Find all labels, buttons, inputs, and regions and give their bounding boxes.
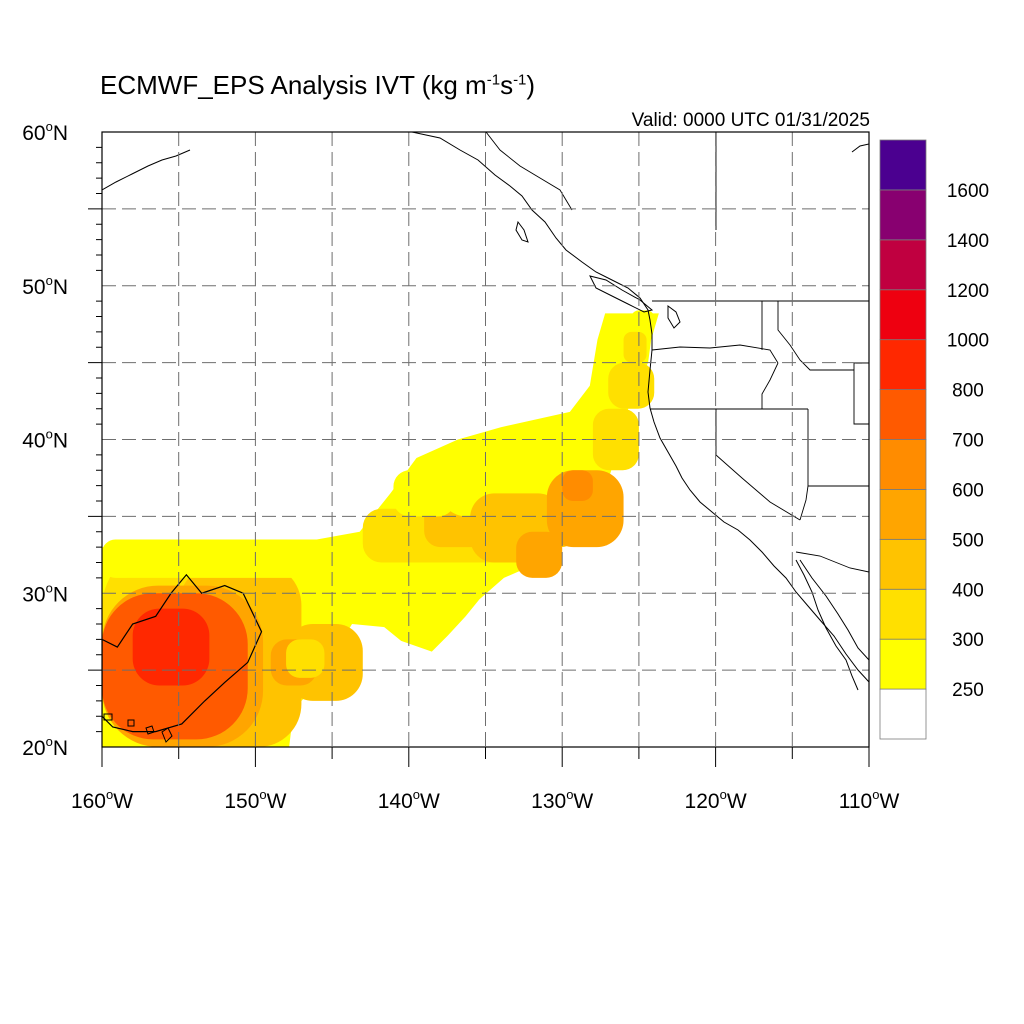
y-tick-label: 30oN bbox=[22, 580, 68, 606]
x-tick-label: 130oW bbox=[531, 787, 593, 813]
title-superscript-1: -1 bbox=[486, 71, 501, 89]
political-borders bbox=[485, 132, 869, 573]
us-mexico-border bbox=[795, 551, 869, 573]
colorbar-label: 1000 bbox=[947, 331, 989, 352]
ivt-cell bbox=[286, 639, 325, 678]
colorbar-label: 600 bbox=[952, 480, 984, 501]
x-tick-label: 110oW bbox=[839, 787, 900, 813]
maui bbox=[145, 725, 155, 735]
oregon-idaho-border bbox=[761, 362, 779, 409]
ivt-cell bbox=[132, 608, 210, 686]
ivt-cell bbox=[393, 470, 455, 517]
axis-labels: 160oW 150oW 140oW 130oW 120oW 110oW 20oN 30oN 40… bbox=[22, 119, 899, 813]
title-text: ECMWF_EPS Analysis IVT (kg m bbox=[100, 70, 487, 100]
puget-sound bbox=[667, 305, 681, 329]
colorbar-label: 400 bbox=[952, 580, 984, 601]
axis-ticks bbox=[88, 146, 870, 767]
north-america-coastline bbox=[411, 132, 869, 683]
graticule bbox=[102, 132, 869, 747]
baja-california-coast bbox=[795, 559, 859, 691]
washington-oregon-border bbox=[651, 344, 779, 364]
colorbar-box bbox=[879, 638, 927, 690]
x-tick-label: 120oW bbox=[685, 787, 747, 813]
hudson-region-coast bbox=[851, 143, 869, 153]
colorbar-label: 800 bbox=[952, 381, 984, 402]
x-tick-label: 140oW bbox=[378, 787, 440, 813]
nevada-arizona-border bbox=[799, 485, 809, 521]
haida-gwaii bbox=[515, 220, 529, 243]
ivt-cell bbox=[102, 539, 379, 578]
colorbar-box bbox=[879, 489, 927, 540]
colorbar-label: 300 bbox=[952, 630, 984, 651]
ivt-cell bbox=[562, 470, 593, 501]
colorbar-box bbox=[879, 189, 927, 241]
colorbar-box bbox=[879, 289, 927, 341]
hawaii-big-island bbox=[161, 727, 173, 743]
x-tick-label: 150oW bbox=[224, 787, 286, 813]
ivt-cell bbox=[623, 331, 647, 363]
ivt-cell bbox=[631, 310, 655, 332]
y-tick-label: 60oN bbox=[22, 119, 68, 145]
y-tick-label: 50oN bbox=[22, 273, 68, 299]
y-tick-label: 40oN bbox=[22, 427, 68, 453]
vancouver-island bbox=[589, 275, 654, 313]
california-nevada-border bbox=[715, 409, 801, 521]
title-unit-s: s bbox=[500, 70, 514, 100]
ivt-contour bbox=[102, 573, 263, 733]
title-superscript-2: -1 bbox=[513, 71, 527, 89]
colorbar-box bbox=[879, 339, 927, 390]
alaska-canada-border bbox=[485, 132, 573, 211]
idaho-montana-border bbox=[777, 301, 854, 371]
ivt-cell bbox=[516, 531, 563, 578]
kauai bbox=[103, 713, 113, 721]
ivt-field bbox=[102, 310, 659, 747]
title-close: ) bbox=[526, 70, 536, 100]
colorbar-box bbox=[879, 139, 927, 191]
colorbar-box bbox=[879, 688, 927, 740]
alaska-coast bbox=[102, 149, 191, 191]
x-tick-label: 160oW bbox=[71, 787, 133, 813]
colorbar-box bbox=[879, 588, 927, 640]
colorbar: 250 300 400 500 600 700 800 1000 1200 1400 1600 bbox=[879, 139, 989, 740]
gulf-of-california-coast bbox=[799, 559, 869, 661]
valid-time-label: Valid: 0000 UTC 01/31/2025 bbox=[631, 110, 870, 131]
map-title: ECMWF_EPS Analysis IVT (kg m-1s-1) bbox=[100, 70, 535, 101]
oahu bbox=[127, 719, 135, 727]
colorbar-box bbox=[879, 538, 927, 590]
wyoming-border bbox=[853, 362, 869, 425]
colorbar-label: 1200 bbox=[947, 281, 989, 302]
colorbar-label: 700 bbox=[952, 431, 984, 452]
colorbar-label: 1400 bbox=[947, 231, 989, 252]
colorbar-label: 250 bbox=[952, 680, 984, 701]
colorbar-box bbox=[879, 239, 927, 291]
colorbar-label: 500 bbox=[952, 530, 984, 551]
coastlines bbox=[102, 132, 869, 743]
ivt-cell bbox=[608, 362, 655, 409]
colorbar-label: 1600 bbox=[947, 181, 989, 202]
y-tick-label: 20oN bbox=[22, 734, 68, 760]
colorbar-box bbox=[879, 439, 927, 490]
colorbar-box bbox=[879, 389, 927, 440]
